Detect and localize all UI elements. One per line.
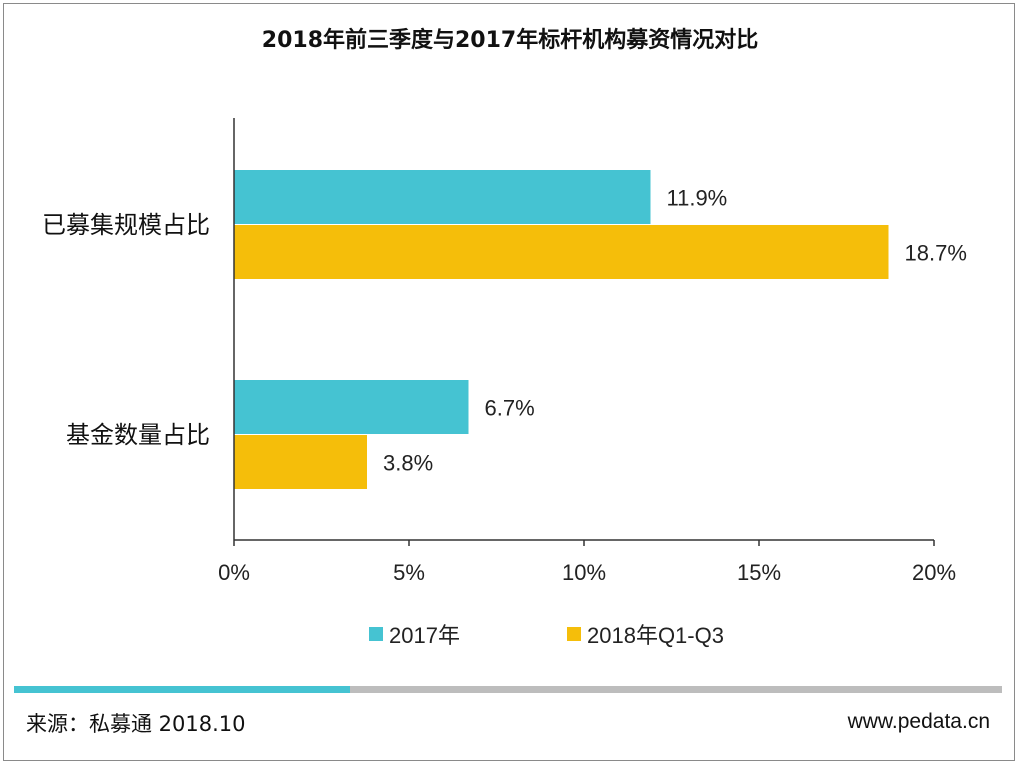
chart-title: 2018年前三季度与2017年标杆机构募资情况对比 [261, 28, 759, 53]
source-caption: 来源：私募通 2018.10 [26, 712, 246, 736]
legend-swatch-2018 [567, 627, 581, 641]
x-tick-label: 0% [218, 560, 250, 585]
bar-chart: 11.9% 18.7% 已募集规模占比 6.7% 3.8% 基金数量占比 0% 5% 10% 1… [42, 118, 967, 585]
data-label: 18.7% [905, 241, 967, 266]
data-label: 11.9% [667, 186, 728, 211]
legend-label-2018: 2018年Q1-Q3 [587, 623, 724, 648]
category-label: 基金数量占比 [66, 421, 210, 449]
category-label: 已募集规模占比 [42, 211, 210, 239]
bar-2017-0 [234, 170, 651, 224]
progress-bar-fill [14, 686, 350, 693]
bar-2018-1 [234, 435, 367, 489]
bar-2017-1 [234, 380, 469, 434]
bar-2018-0 [234, 225, 889, 279]
x-tick-label: 5% [393, 560, 425, 585]
x-tick-label: 15% [737, 560, 781, 585]
chart-frame [3, 3, 1015, 761]
data-label: 6.7% [485, 396, 535, 421]
data-label: 3.8% [383, 451, 433, 476]
legend-item-2017: 2017年 [369, 618, 460, 650]
website-link: www.pedata.cn [847, 710, 990, 733]
legend-swatch-2017 [369, 627, 383, 641]
legend-item-2018: 2018年Q1-Q3 [567, 618, 724, 650]
legend: 2017年 2018年Q1-Q3 [0, 618, 1020, 648]
progress-bar [14, 686, 1002, 693]
legend-label-2017: 2017年 [389, 623, 460, 648]
x-tick-label: 10% [562, 560, 606, 585]
x-tick-label: 20% [912, 560, 956, 585]
